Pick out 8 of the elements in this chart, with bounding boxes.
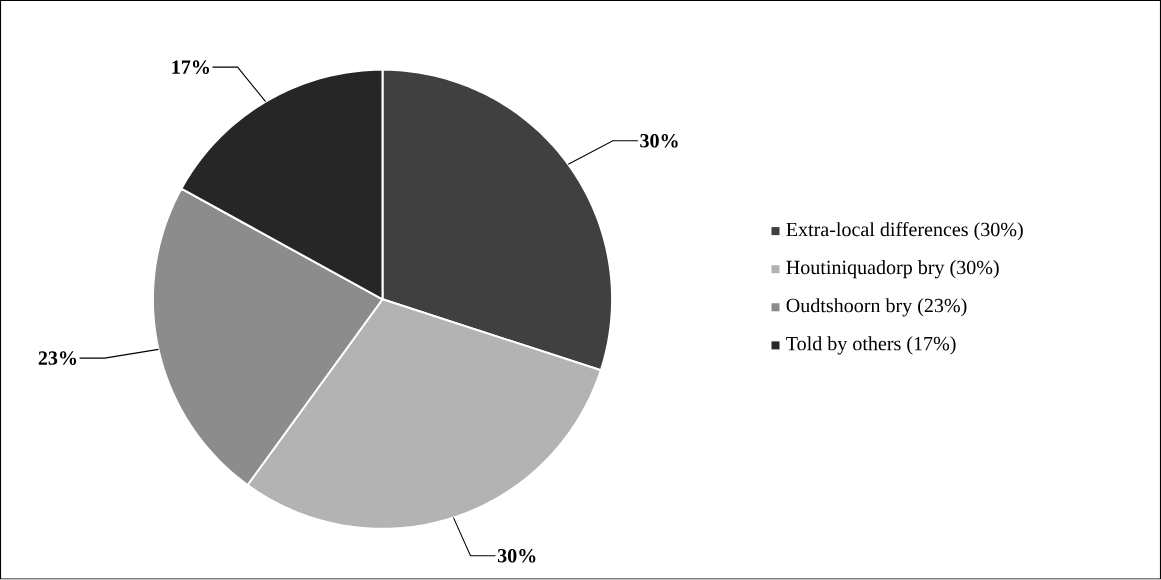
data-label: 17% <box>172 60 210 75</box>
data-label: 30% <box>497 549 536 563</box>
data-label: 30% <box>640 134 678 148</box>
legend-label: Extra-local differences (30%) <box>786 222 1023 241</box>
legend-label: Oudtshoorn bry (23%) <box>786 298 967 317</box>
legend-label: Houtiniquadorp bry (30%) <box>786 260 999 279</box>
legend-label: Told by others (17%) <box>786 336 956 355</box>
data-label: 23% <box>38 351 77 366</box>
